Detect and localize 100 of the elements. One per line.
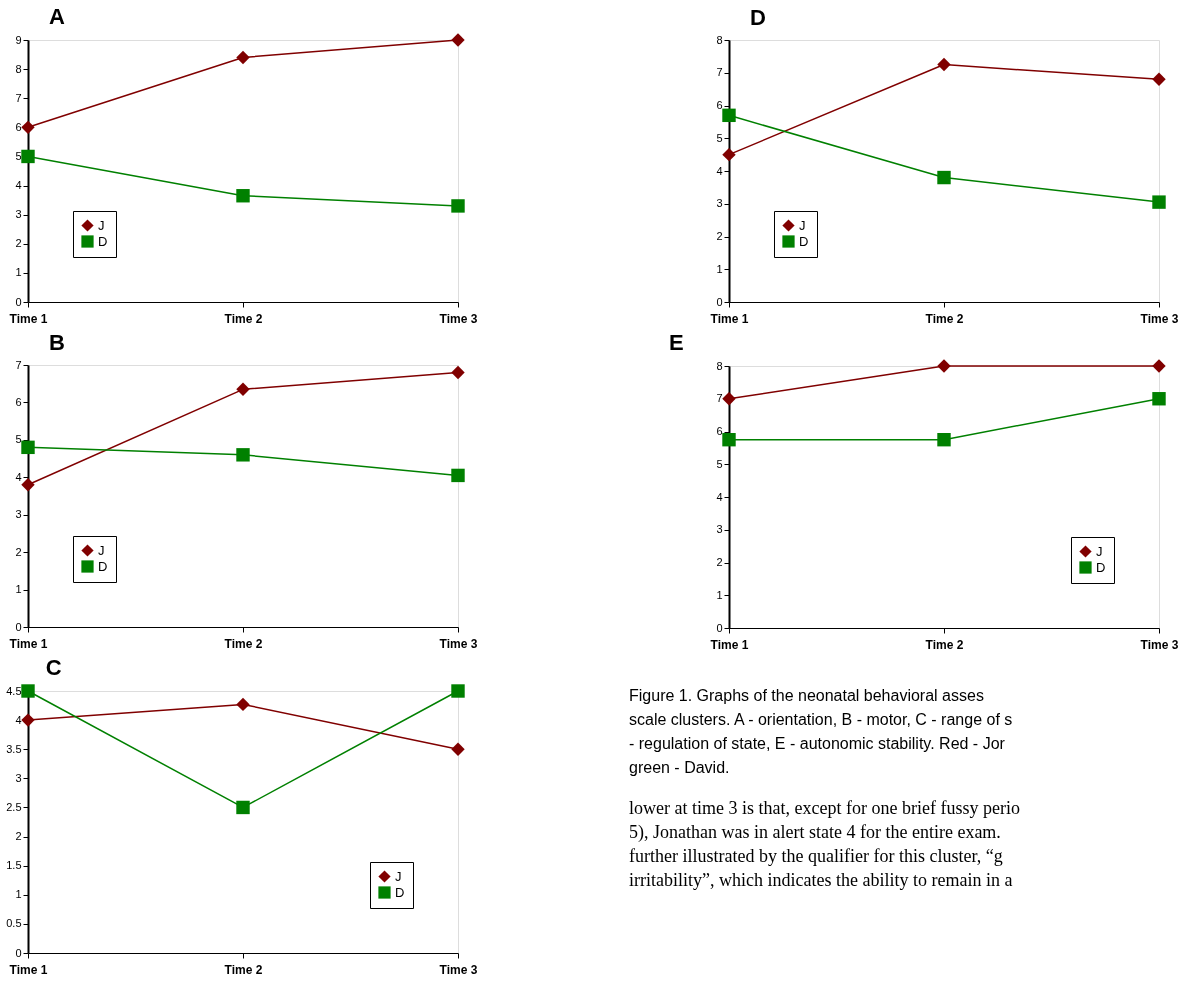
legend-label: D — [1096, 559, 1106, 575]
text: further illustrated by the qualifier for this cluster, “g — [629, 846, 1003, 866]
y-tick-label: 3 — [15, 208, 22, 221]
y-tick-label: 8 — [716, 33, 723, 46]
point — [21, 713, 35, 727]
point — [236, 448, 250, 462]
y-tick-label: 4 — [716, 490, 723, 503]
point — [21, 120, 35, 135]
x-tick-label: Time 3 — [1140, 311, 1179, 326]
y-tick-label: 1 — [716, 262, 723, 275]
y-tick-label: 7 — [716, 66, 723, 79]
text: irritability”, which indicates the ability to remain in a — [629, 870, 1013, 890]
y-tick-label: 0 — [15, 295, 22, 308]
text: lower at time 3 is that, except for one brief fussy perio — [629, 798, 1020, 818]
point — [937, 359, 951, 373]
legend-label: J — [98, 542, 105, 558]
point — [451, 468, 465, 483]
y-tick-label: 7 — [15, 91, 22, 104]
y-tick-label: 5 — [716, 131, 723, 144]
point — [451, 742, 465, 756]
legend-label: J — [395, 868, 402, 884]
y-tick-label: 6 — [15, 395, 22, 408]
y-tick-label: 4 — [15, 179, 22, 192]
y-tick-label: 1 — [15, 888, 22, 901]
chart-title: C — [45, 655, 62, 681]
point — [21, 478, 35, 492]
y-tick-label: 6 — [716, 425, 723, 437]
y-tick-label: 1 — [15, 266, 22, 279]
legend-label: D — [799, 233, 809, 249]
y-tick-label: 3 — [15, 771, 22, 784]
x-tick-label: Time 1 — [9, 962, 48, 977]
text: green - David. — [629, 759, 730, 776]
x-tick-label: Time 1 — [9, 636, 48, 651]
point — [236, 382, 250, 397]
legend-label: D — [395, 884, 405, 900]
caption: Figure 1. Graphs of the neonatal behavioral asses — [629, 687, 984, 704]
point — [937, 57, 951, 72]
y-tick-label: 7 — [716, 392, 723, 405]
point — [722, 392, 736, 406]
point — [236, 189, 250, 203]
y-tick-label: 0 — [15, 946, 22, 959]
point — [937, 170, 951, 185]
y-tick-label: 2 — [15, 237, 22, 250]
x-tick-label: Time 3 — [1140, 637, 1179, 652]
y-tick-label: 2 — [716, 556, 723, 568]
y-tick-label: 5 — [716, 457, 723, 470]
legend-label: J — [799, 217, 806, 233]
point — [451, 33, 465, 47]
x-tick-label: Time 2 — [224, 962, 263, 977]
y-tick-label: 3 — [716, 523, 723, 536]
y-tick-label: 5 — [15, 149, 22, 162]
x-tick-label: Time 1 — [710, 637, 749, 652]
x-tick-label: Time 3 — [439, 311, 478, 326]
y-tick-label: 4 — [716, 164, 723, 177]
point — [1152, 195, 1166, 209]
y-tick-label: 4 — [15, 713, 22, 726]
x-tick-label: Time 1 — [9, 311, 48, 326]
chart-title: B — [49, 330, 65, 355]
point — [1152, 392, 1166, 406]
y-tick-label: 2.5 — [6, 800, 22, 813]
point — [236, 697, 250, 712]
y-tick-label: 0 — [716, 295, 723, 308]
point — [722, 432, 736, 447]
chart-title: A — [49, 4, 66, 30]
point — [451, 684, 465, 698]
x-tick-label: Time 2 — [925, 637, 964, 652]
y-tick-label: 1 — [716, 588, 723, 601]
point — [236, 50, 250, 65]
point — [1152, 72, 1166, 87]
point — [21, 440, 35, 455]
text: scale clusters. A - orientation, B - motor, C - range of s — [629, 711, 1013, 728]
y-tick-label: 5 — [15, 433, 22, 446]
legend-label: J — [98, 217, 105, 233]
text: - regulation of state, E - autonomic stability. Red - Jor — [629, 735, 1006, 752]
chart-title: D — [750, 5, 766, 30]
point — [21, 149, 35, 164]
y-tick-label: 0 — [15, 620, 22, 633]
text: 5), Jonathan was in alert state 4 for the entire exam. — [629, 822, 1001, 843]
point — [236, 800, 250, 815]
x-tick-label: Time 2 — [925, 311, 964, 326]
point — [21, 684, 35, 698]
point — [722, 108, 736, 123]
y-tick-label: 1 — [15, 583, 22, 596]
y-tick-label: 8 — [15, 62, 22, 75]
point — [722, 147, 736, 162]
point — [937, 432, 951, 447]
y-tick-label: 7 — [15, 358, 22, 371]
y-tick-label: 4.5 — [6, 684, 22, 697]
y-tick-label: 3 — [15, 508, 22, 521]
x-tick-label: Time 3 — [439, 636, 478, 651]
x-tick-label: Time 1 — [710, 311, 749, 326]
y-tick-label: 4 — [15, 470, 22, 483]
y-tick-label: 1.5 — [6, 859, 22, 872]
y-tick-label: 0.5 — [6, 917, 22, 930]
y-tick-label: 3 — [716, 197, 723, 210]
point — [451, 365, 465, 380]
legend-label: D — [98, 233, 108, 249]
point — [1152, 359, 1166, 373]
x-tick-label: Time 2 — [224, 311, 263, 326]
x-tick-label: Time 3 — [439, 962, 478, 977]
